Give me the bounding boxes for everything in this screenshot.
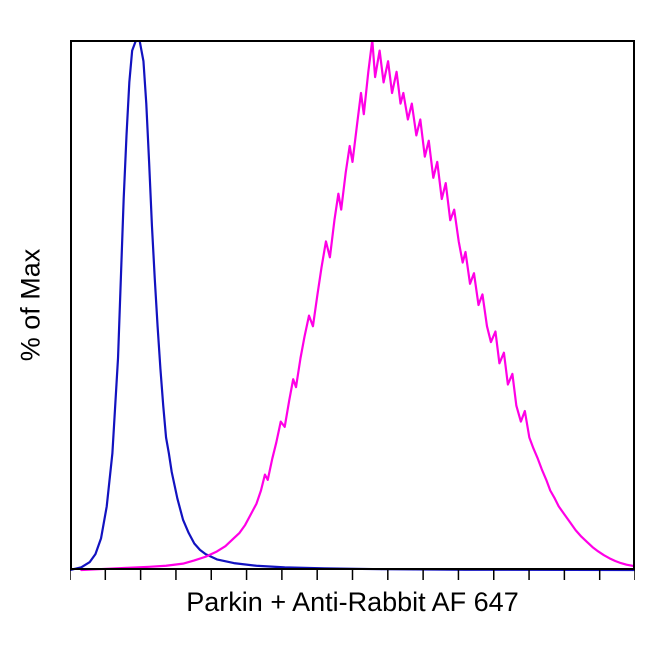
y-axis-label: % of Max	[16, 249, 47, 362]
chart-svg	[70, 40, 635, 590]
plot-area	[70, 40, 635, 570]
chart-container: % of Max Parkin + Anti-Rabbit AF 647	[0, 0, 650, 650]
x-axis-label: Parkin + Anti-Rabbit AF 647	[70, 587, 635, 618]
